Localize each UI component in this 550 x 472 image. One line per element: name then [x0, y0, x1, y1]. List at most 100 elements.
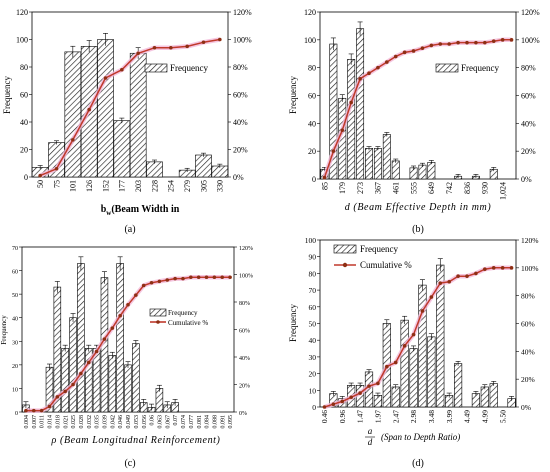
cumulative-point	[500, 266, 505, 270]
left-axis-ticks: 0 10 20 30 40 50 60 70 80 90 100	[305, 236, 320, 412]
cumulative-point	[402, 50, 407, 55]
error-bar-group	[37, 33, 223, 172]
y-tick-label: 100	[16, 36, 28, 45]
cumulative-line-group	[322, 37, 514, 180]
bar	[480, 386, 489, 408]
cumulative-point	[152, 45, 157, 50]
legend-marker-cumulative	[156, 320, 160, 324]
bar	[108, 355, 117, 413]
y-tick-label: 60	[308, 92, 316, 101]
cumulative-point	[385, 60, 389, 64]
x-tick-label: 254	[167, 180, 176, 192]
cumulative-line	[39, 38, 220, 177]
legend-label-frequency: Frequency	[360, 244, 398, 254]
y2-tick-label: 40%	[233, 118, 248, 127]
cumulative-point	[126, 302, 130, 307]
bar	[347, 59, 356, 180]
cumulative-line-group	[322, 265, 514, 410]
cumulative-point	[509, 266, 514, 270]
y2-tick-label: 80%	[521, 64, 536, 73]
cumulative-point	[456, 274, 460, 278]
y2-tick-label: 40%	[521, 119, 536, 128]
panel-label: (d)	[412, 458, 424, 469]
y2-tick-label: 120%	[521, 236, 539, 245]
y-axis-label: Frequency	[288, 76, 298, 114]
cumulative-point	[94, 349, 99, 354]
right-axis-ticks: 0% 20% 40% 60% 80% 100% 120%	[234, 246, 253, 417]
legend-label: Frequency	[170, 63, 208, 73]
y-tick-label: 80	[309, 269, 317, 278]
bar	[454, 363, 463, 408]
cumulative-point	[201, 40, 206, 45]
cumulative-point	[474, 40, 478, 45]
x-tick-label: 742	[445, 182, 454, 194]
x-tick-label: 3.48	[427, 410, 436, 423]
cumulative-point	[411, 49, 416, 53]
y-tick-label: 30	[309, 353, 317, 362]
chart-panel-d: 0 10 20 30 40 50 60 70 80 90 100 0% 20% 40% 60% 80% 100…	[288, 236, 539, 469]
legend: Frequency Cumulative %	[333, 244, 412, 270]
legend-swatch	[435, 63, 459, 73]
cumulative-point	[71, 138, 75, 142]
cumulative-point	[141, 283, 146, 288]
bar	[195, 154, 212, 178]
x-tick-label: 0.053	[134, 415, 140, 429]
cumulative-line	[323, 39, 512, 178]
y2-tick-label: 120%	[233, 8, 252, 17]
cumulative-point	[79, 371, 83, 376]
x-tick-label: 50	[36, 180, 45, 188]
left-axis-ticks: 0 20 40 60 80 100 120	[16, 8, 32, 182]
y-tick-label: 50	[12, 293, 18, 299]
y2-tick-label: 120%	[521, 8, 540, 17]
x-tick-label: 0.025	[71, 415, 77, 429]
bar	[155, 388, 164, 413]
cumulative-point	[196, 275, 201, 280]
y-tick-label: 80	[308, 64, 316, 73]
x-tick-label: 0.014	[48, 415, 54, 429]
cumulative-point	[483, 40, 487, 45]
cumulative-point	[87, 107, 91, 112]
x-tick-label: 2.47	[391, 410, 400, 423]
x-axis-ticks: 0.004 0.007 0.011 0.014 0.018 0.021 0.025 0.028…	[24, 415, 234, 429]
x-axis-label: ρ (Beam Longitudnal Reinforcement)	[51, 435, 221, 446]
cumulative-point	[322, 175, 327, 180]
bar	[427, 336, 436, 408]
left-axis-ticks: 0 20 40 60 80 100 120	[304, 8, 320, 184]
x-tick-label: 836	[463, 182, 472, 194]
bar	[391, 386, 400, 408]
right-axis-ticks: 0% 20% 40% 60% 80% 100% 120%	[516, 8, 540, 184]
y-tick-label: 90	[309, 253, 317, 262]
bar	[113, 120, 131, 178]
y-tick-label: 20	[309, 370, 317, 379]
x-tick-label: 0.96	[338, 410, 347, 423]
x-tick-label: 0.063	[158, 415, 164, 429]
cumulative-point	[63, 389, 67, 394]
cumulative-point	[456, 40, 460, 45]
panel-label: (c)	[124, 458, 135, 469]
y2-tick-label: 0%	[521, 403, 531, 412]
cumulative-point	[367, 71, 371, 76]
x-tick-label: 4.49	[463, 410, 472, 423]
cumulative-point	[181, 276, 185, 281]
y2-tick-label: 20%	[233, 146, 248, 155]
y-tick-label: 100	[305, 236, 317, 245]
x-tick-label: 203	[134, 180, 143, 192]
x-tick-label: 75	[52, 180, 61, 188]
x-tick-label: 0.007	[32, 415, 38, 429]
cumulative-point	[165, 278, 170, 282]
x-tick-label: 179	[338, 182, 347, 194]
chart-panel-b: 0 20 40 60 80 100 120 0% 20% 40% 60% 80% 100% 120% 8…	[288, 8, 540, 235]
cumulative-point	[420, 46, 425, 50]
bar	[61, 348, 69, 413]
bar	[146, 161, 163, 178]
bar	[69, 317, 77, 413]
left-axis-ticks: 0 10 20 30 40 50 60 70	[12, 246, 22, 417]
cumulative-point	[118, 313, 122, 318]
cumulative-point	[411, 332, 416, 337]
x-tick-label: 0.018	[55, 415, 61, 429]
x-tick-label: 228	[150, 180, 159, 192]
bar	[400, 319, 409, 408]
y-axis-label: Frequency	[0, 315, 8, 345]
x-tick-label: 0.067	[165, 415, 171, 429]
